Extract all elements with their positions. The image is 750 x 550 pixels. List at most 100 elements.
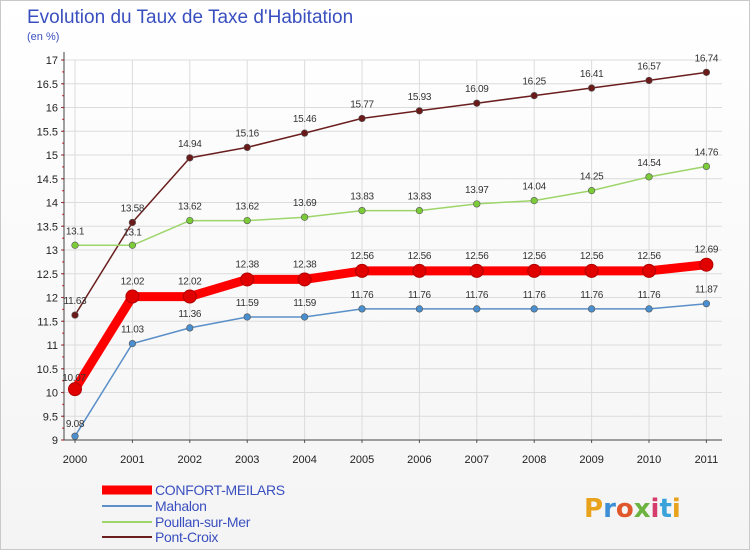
proxiti-logo: Proxiti [584, 494, 681, 524]
data-label: 13.1 [123, 227, 142, 238]
data-point-3-2 [186, 154, 194, 162]
data-label: 11.76 [465, 290, 489, 301]
data-label: 16.09 [465, 84, 489, 95]
data-label: 11.63 [64, 296, 88, 307]
data-label: 11.87 [695, 285, 719, 296]
x-tick-label: 2009 [579, 454, 603, 466]
x-tick-label: 2000 [63, 454, 87, 466]
y-minor-tick [62, 415, 64, 418]
series-lines [68, 68, 714, 440]
data-label: 13.83 [408, 192, 432, 203]
data-label: 14.04 [522, 182, 546, 193]
y-minor-tick [62, 261, 64, 263]
y-tick-label: 11.5 [37, 316, 58, 328]
y-minor-tick [62, 154, 64, 156]
series-line-2 [74, 165, 708, 247]
data-label: 11.76 [523, 290, 547, 301]
x-tick-label: 2007 [465, 454, 489, 466]
data-label: 12.56 [580, 251, 604, 262]
x-tick-label: 2002 [178, 454, 202, 466]
data-point-3-5 [358, 114, 366, 123]
data-point-0-0 [68, 382, 82, 397]
data-point-1-5 [358, 305, 366, 313]
data-label: 13.62 [235, 202, 259, 213]
data-label: 16.74 [695, 53, 719, 64]
y-minor-tick [62, 118, 64, 121]
data-label: 12.56 [522, 251, 546, 262]
y-minor-tick [62, 356, 64, 358]
data-label: 16.25 [522, 77, 546, 88]
data-point-1-3 [243, 313, 251, 321]
data-point-3-10 [645, 76, 653, 85]
data-point-0-7 [469, 263, 484, 278]
data-point-2-0 [71, 241, 79, 249]
chart-title: Evolution du Taux de Taxe d'Habitation [27, 7, 353, 28]
data-point-3-8 [530, 92, 538, 100]
data-point-1-10 [645, 305, 653, 313]
data-label: 11.76 [408, 290, 432, 301]
data-point-2-6 [415, 206, 424, 215]
y-minor-tick [62, 225, 64, 228]
data-label: 13.97 [465, 185, 489, 196]
data-label: 12.02 [121, 277, 145, 288]
x-tick-label: 2001 [120, 454, 144, 466]
y-tick-label: 12.5 [37, 269, 58, 281]
data-label: 14.94 [178, 139, 202, 150]
y-tick-label: 9 [52, 435, 58, 447]
data-point-3-0 [71, 311, 79, 319]
data-point-2-4 [301, 213, 309, 221]
x-tick-label: 2005 [350, 454, 374, 466]
y-minor-tick [62, 284, 64, 287]
y-minor-tick [62, 344, 64, 346]
y-minor-tick [62, 379, 64, 382]
series-line-0 [70, 260, 711, 394]
data-point-3-4 [301, 129, 309, 137]
data-label: 16.41 [580, 69, 604, 80]
data-label: 13.62 [178, 202, 202, 213]
y-minor-tick [62, 391, 64, 394]
data-label: 13.58 [121, 203, 145, 214]
data-point-1-9 [587, 305, 596, 313]
data-point-0-8 [527, 263, 542, 278]
data-point-1-8 [530, 305, 538, 313]
data-point-1-2 [186, 324, 194, 332]
y-minor-tick [62, 249, 64, 251]
y-tick-label: 16 [46, 103, 58, 115]
grid-lines [64, 59, 722, 441]
data-point-1-4 [301, 313, 309, 321]
y-tick-label: 13.5 [37, 221, 58, 233]
data-label: 13.69 [293, 198, 317, 209]
y-minor-tick [62, 296, 64, 299]
x-axis-ticks: 2000 2001 2002 2003 2004 2005 2006 2007 2008 2009… [63, 454, 718, 466]
data-point-2-5 [358, 206, 366, 215]
data-labels: 10.07 12.02 12.02 12.38 12.38 12.56 12.56 12.56… [62, 53, 719, 430]
data-label: 15.16 [235, 128, 259, 139]
y-tick-label: 13 [46, 245, 58, 257]
data-point-2-2 [186, 216, 194, 225]
x-tick-label: 2008 [522, 454, 546, 466]
y-tick-label: 11 [47, 340, 58, 352]
y-minor-tick [62, 94, 64, 97]
data-label: 11.76 [351, 290, 375, 301]
data-point-1-0 [71, 432, 79, 440]
y-minor-tick [62, 189, 64, 192]
y-minor-tick [62, 320, 64, 323]
y-minor-tick [62, 403, 64, 406]
data-label: 11.76 [580, 290, 604, 301]
data-point-1-1 [128, 339, 136, 348]
data-label: 13.1 [66, 226, 85, 237]
y-tick-label: 10.5 [37, 364, 58, 376]
data-point-0-4 [297, 272, 312, 287]
data-point-1-6 [415, 305, 424, 313]
data-point-3-7 [473, 99, 481, 107]
y-tick-label: 17 [46, 55, 58, 67]
y-minor-tick [62, 427, 64, 429]
data-point-3-1 [128, 218, 136, 227]
logo-text: Proxiti [584, 494, 681, 524]
data-point-3-9 [587, 84, 596, 92]
data-label: 10.07 [62, 373, 86, 384]
data-point-2-1 [128, 241, 136, 249]
data-label: 12.56 [465, 251, 489, 262]
legend-label-3: Pont-Croix [155, 529, 218, 545]
legend-label-2: Poullan-sur-Mer [155, 514, 251, 530]
